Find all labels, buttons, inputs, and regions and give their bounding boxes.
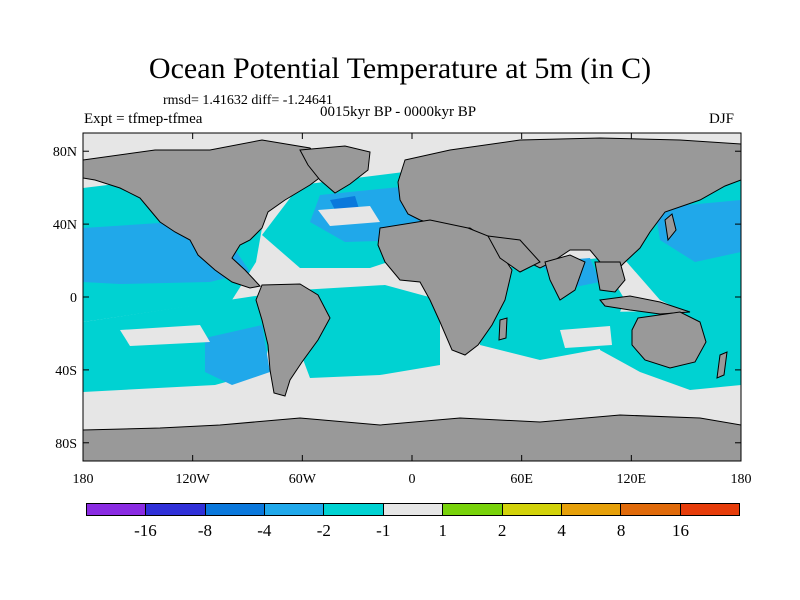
colorbar-box (146, 504, 206, 515)
y-tick-label: 80N (53, 145, 77, 160)
new-zealand (716, 351, 728, 379)
colorbar-label: -8 (197, 521, 212, 540)
colorbar-label: 1 (438, 521, 447, 540)
y-tick-label: 0 (70, 291, 77, 306)
experiment-label: Expt = tfmep-tfmea (84, 111, 203, 127)
x-tick-label: 180 (731, 472, 752, 487)
india (544, 254, 586, 301)
southeast-asia (594, 261, 626, 293)
season-label: DJF (709, 111, 735, 127)
neutral-patches (120, 206, 612, 348)
colorbar-label: 16 (672, 521, 690, 540)
colorbar-box (680, 504, 739, 515)
map-title: Ocean Potential Temperature at 5m (in C) (148, 52, 652, 85)
antarctica (83, 414, 741, 461)
axis-ticks: 180 120W 60W 0 60E 120E 180 80N 40N 0 40S 80S (53, 133, 752, 487)
x-tick-label: 60E (510, 472, 533, 487)
colorbar-label: 4 (557, 521, 566, 540)
strong-cooling-west-pacific (655, 200, 741, 262)
x-tick-label: 120E (617, 472, 647, 487)
colorbar-label: -1 (376, 521, 391, 540)
x-tick-label: 180 (73, 472, 94, 487)
colorbar-box (87, 504, 147, 515)
land-masses (83, 137, 741, 461)
south-america (255, 283, 331, 397)
australia (631, 311, 707, 369)
colorbar-box (621, 504, 681, 515)
neutral-patch-south-indian (560, 326, 612, 348)
colorbar-label: 2 (497, 521, 507, 540)
neutral-patch-subtropical-atlantic (318, 206, 380, 226)
y-tick-label: 40S (55, 364, 77, 379)
colorbar-box (265, 504, 325, 515)
colorbar-box (205, 504, 266, 515)
y-tick-label: 80S (55, 437, 77, 452)
x-tick-label: 120W (176, 472, 211, 487)
colorbar-label: -16 (134, 521, 157, 540)
madagascar (498, 317, 508, 341)
colorbar-box (324, 504, 384, 515)
colorbar-box (561, 504, 622, 515)
x-tick-label: 60W (289, 472, 317, 487)
arabia (487, 235, 541, 273)
statistics-label: rmsd= 1.41632 diff= -1.24641 (163, 93, 333, 108)
y-tick-label: 40N (53, 218, 77, 233)
africa (377, 219, 513, 356)
colorbar-box (443, 504, 503, 515)
colorbar-label: 8 (616, 521, 626, 540)
strong-cooling-pacific-south (205, 325, 270, 385)
japan (664, 213, 677, 242)
cooling-region-south-atlantic (292, 285, 440, 378)
neutral-patch-pacific (120, 325, 210, 346)
colorbar-box (502, 504, 562, 515)
colorbar-label: -4 (257, 521, 272, 540)
period-label: 0015kyr BP - 0000kyr BP (320, 104, 477, 120)
colorbar-box (383, 504, 444, 515)
x-tick-label: 0 (409, 472, 416, 487)
greenland (299, 145, 371, 194)
colorbar (86, 503, 740, 516)
colorbar-label: -2 (316, 521, 331, 540)
